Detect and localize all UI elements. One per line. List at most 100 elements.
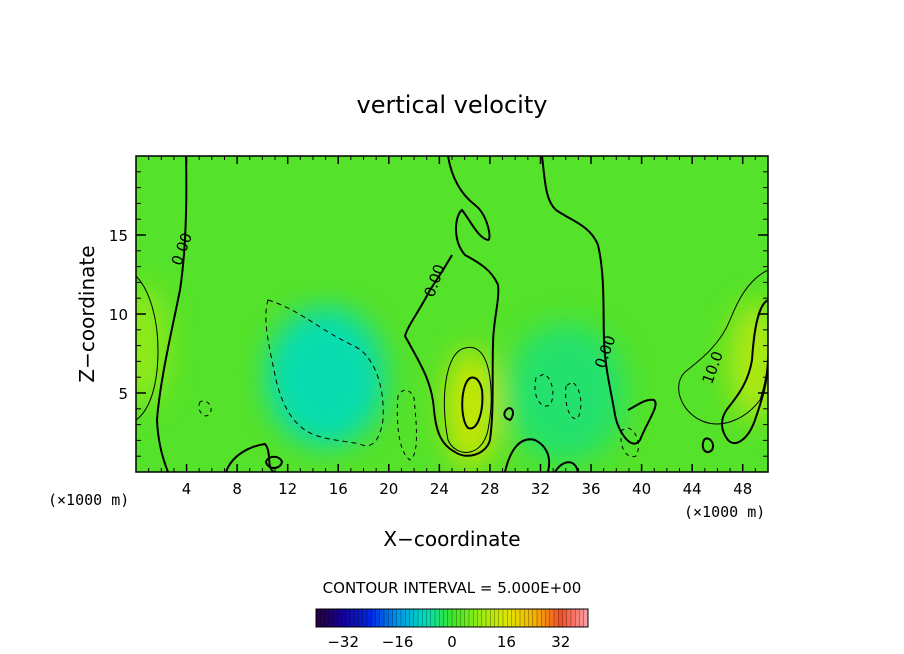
colorbar-cell [401, 609, 406, 627]
x-tick-label-7: 32 [531, 480, 550, 498]
x-tick-label-11: 48 [733, 480, 752, 498]
five-contour-right [678, 269, 768, 425]
colorbar-frame [315, 608, 589, 628]
colorbar-cell [460, 609, 466, 627]
zero-contour-bottom-5 [503, 407, 514, 422]
negative-contour-center [265, 299, 384, 447]
colorbar-tick-label-3: 16 [497, 633, 516, 651]
ten-contour-small [701, 437, 714, 454]
downdraft-region-4 [505, 323, 626, 463]
colorbar-cell [583, 609, 589, 627]
colorbar-cell [384, 609, 389, 627]
colorbar-cell [320, 609, 325, 627]
x-unit-label-left: (×1000 m) [48, 491, 129, 509]
colorbar-cell [328, 609, 334, 627]
ten-contour-center [461, 376, 484, 430]
colorbar-cell [469, 609, 474, 627]
colorbar-ticks: −32 −16 0 16 32 [327, 633, 570, 651]
colorbar-cell [443, 609, 449, 627]
colorbar-cell [354, 609, 359, 627]
y-tick-label-2: 15 [109, 227, 128, 245]
colorbar-cell [409, 609, 415, 627]
colorbar-cell [477, 609, 483, 627]
colorbar-cell [562, 609, 568, 627]
colorbar-cell [571, 609, 576, 627]
y-tick-label-1: 10 [109, 306, 128, 324]
negative-contour-5 [620, 427, 639, 458]
colorbar-cell [439, 609, 444, 627]
colorbar-cell [579, 609, 585, 627]
colorbar [315, 608, 589, 628]
colorbar-cell [426, 609, 432, 627]
colorbar-cell [337, 609, 342, 627]
colorbar-cell [350, 609, 355, 627]
colorbar-cell [464, 609, 470, 627]
x-tick-label-8: 36 [581, 480, 600, 498]
colorbar-cell [316, 609, 321, 627]
updraft-region-2 [136, 285, 169, 406]
negative-contour-2 [534, 373, 554, 407]
colorbar-cell [447, 609, 453, 627]
colorbar-cell [481, 609, 487, 627]
colorbar-cell [498, 609, 504, 627]
zero-contour-left [155, 156, 188, 472]
colorbar-cell [367, 609, 372, 627]
x-axis: 4 8 12 16 20 24 28 32 36 40 44 48 [148, 156, 756, 498]
colorbar-cell [537, 609, 542, 627]
zero-contour-center [403, 156, 500, 457]
colorbar-cell [341, 609, 347, 627]
colorbar-cell [494, 609, 500, 627]
colorbar-cell [575, 609, 580, 627]
x-tick-label-1: 8 [232, 480, 242, 498]
x-tick-label-2: 12 [278, 480, 297, 498]
colorbar-cell [473, 609, 478, 627]
updraft-region-0 [444, 348, 497, 469]
five-contour-center [443, 346, 492, 453]
velocity-field [136, 285, 768, 469]
colorbar-cell [528, 609, 534, 627]
x-tick-label-9: 40 [632, 480, 651, 498]
contour-lines [136, 156, 768, 472]
colorbar-cell [554, 609, 559, 627]
y-axis-label: Z−coordinate [75, 245, 99, 382]
colorbar-cell [324, 609, 330, 627]
plot-area: 0.000.000.00 10.0 [136, 156, 768, 472]
colorbar-cell [511, 609, 517, 627]
colorbar-cell [490, 609, 495, 627]
colorbar-cell [358, 609, 364, 627]
x-axis-label: X−coordinate [383, 527, 520, 551]
colorbar-cell [333, 609, 338, 627]
x-tick-label-3: 16 [329, 480, 348, 498]
negative-contour-3 [565, 381, 582, 420]
colorbar-cell [541, 609, 546, 627]
colorbar-cell [375, 609, 381, 627]
ten-contour-right [721, 299, 768, 445]
zero-contour-bottom-3 [504, 438, 551, 472]
zero-contour-bottom-2 [264, 455, 284, 469]
colorbar-cell [413, 609, 419, 627]
colorbar-cell [452, 609, 457, 627]
zero-contour-right [541, 156, 657, 445]
colorbar-cell [515, 609, 521, 627]
colorbar-cell [503, 609, 508, 627]
y-tick-label-0: 5 [118, 385, 128, 403]
colorbar-tick-label-2: 0 [447, 633, 457, 651]
colorbar-cell [405, 609, 410, 627]
colorbar-cell [486, 609, 491, 627]
colorbar-tick-label-4: 32 [551, 633, 570, 651]
x-unit-label-right: (×1000 m) [684, 503, 765, 521]
y-axis: 5 10 15 [109, 171, 768, 457]
contour-interval-label: CONTOUR INTERVAL = 5.000E+00 [323, 579, 582, 597]
colorbar-cell [422, 609, 427, 627]
colorbar-cell [388, 609, 393, 627]
colorbar-cell [379, 609, 385, 627]
colorbar-cell [532, 609, 538, 627]
colorbar-tick-label-1: −16 [382, 633, 414, 651]
x-tick-label-5: 24 [430, 480, 449, 498]
colorbar-cell [545, 609, 551, 627]
colorbar-cell [396, 609, 402, 627]
colorbar-cell [524, 609, 529, 627]
colorbar-cell [345, 609, 351, 627]
negative-contour-1 [396, 389, 417, 461]
